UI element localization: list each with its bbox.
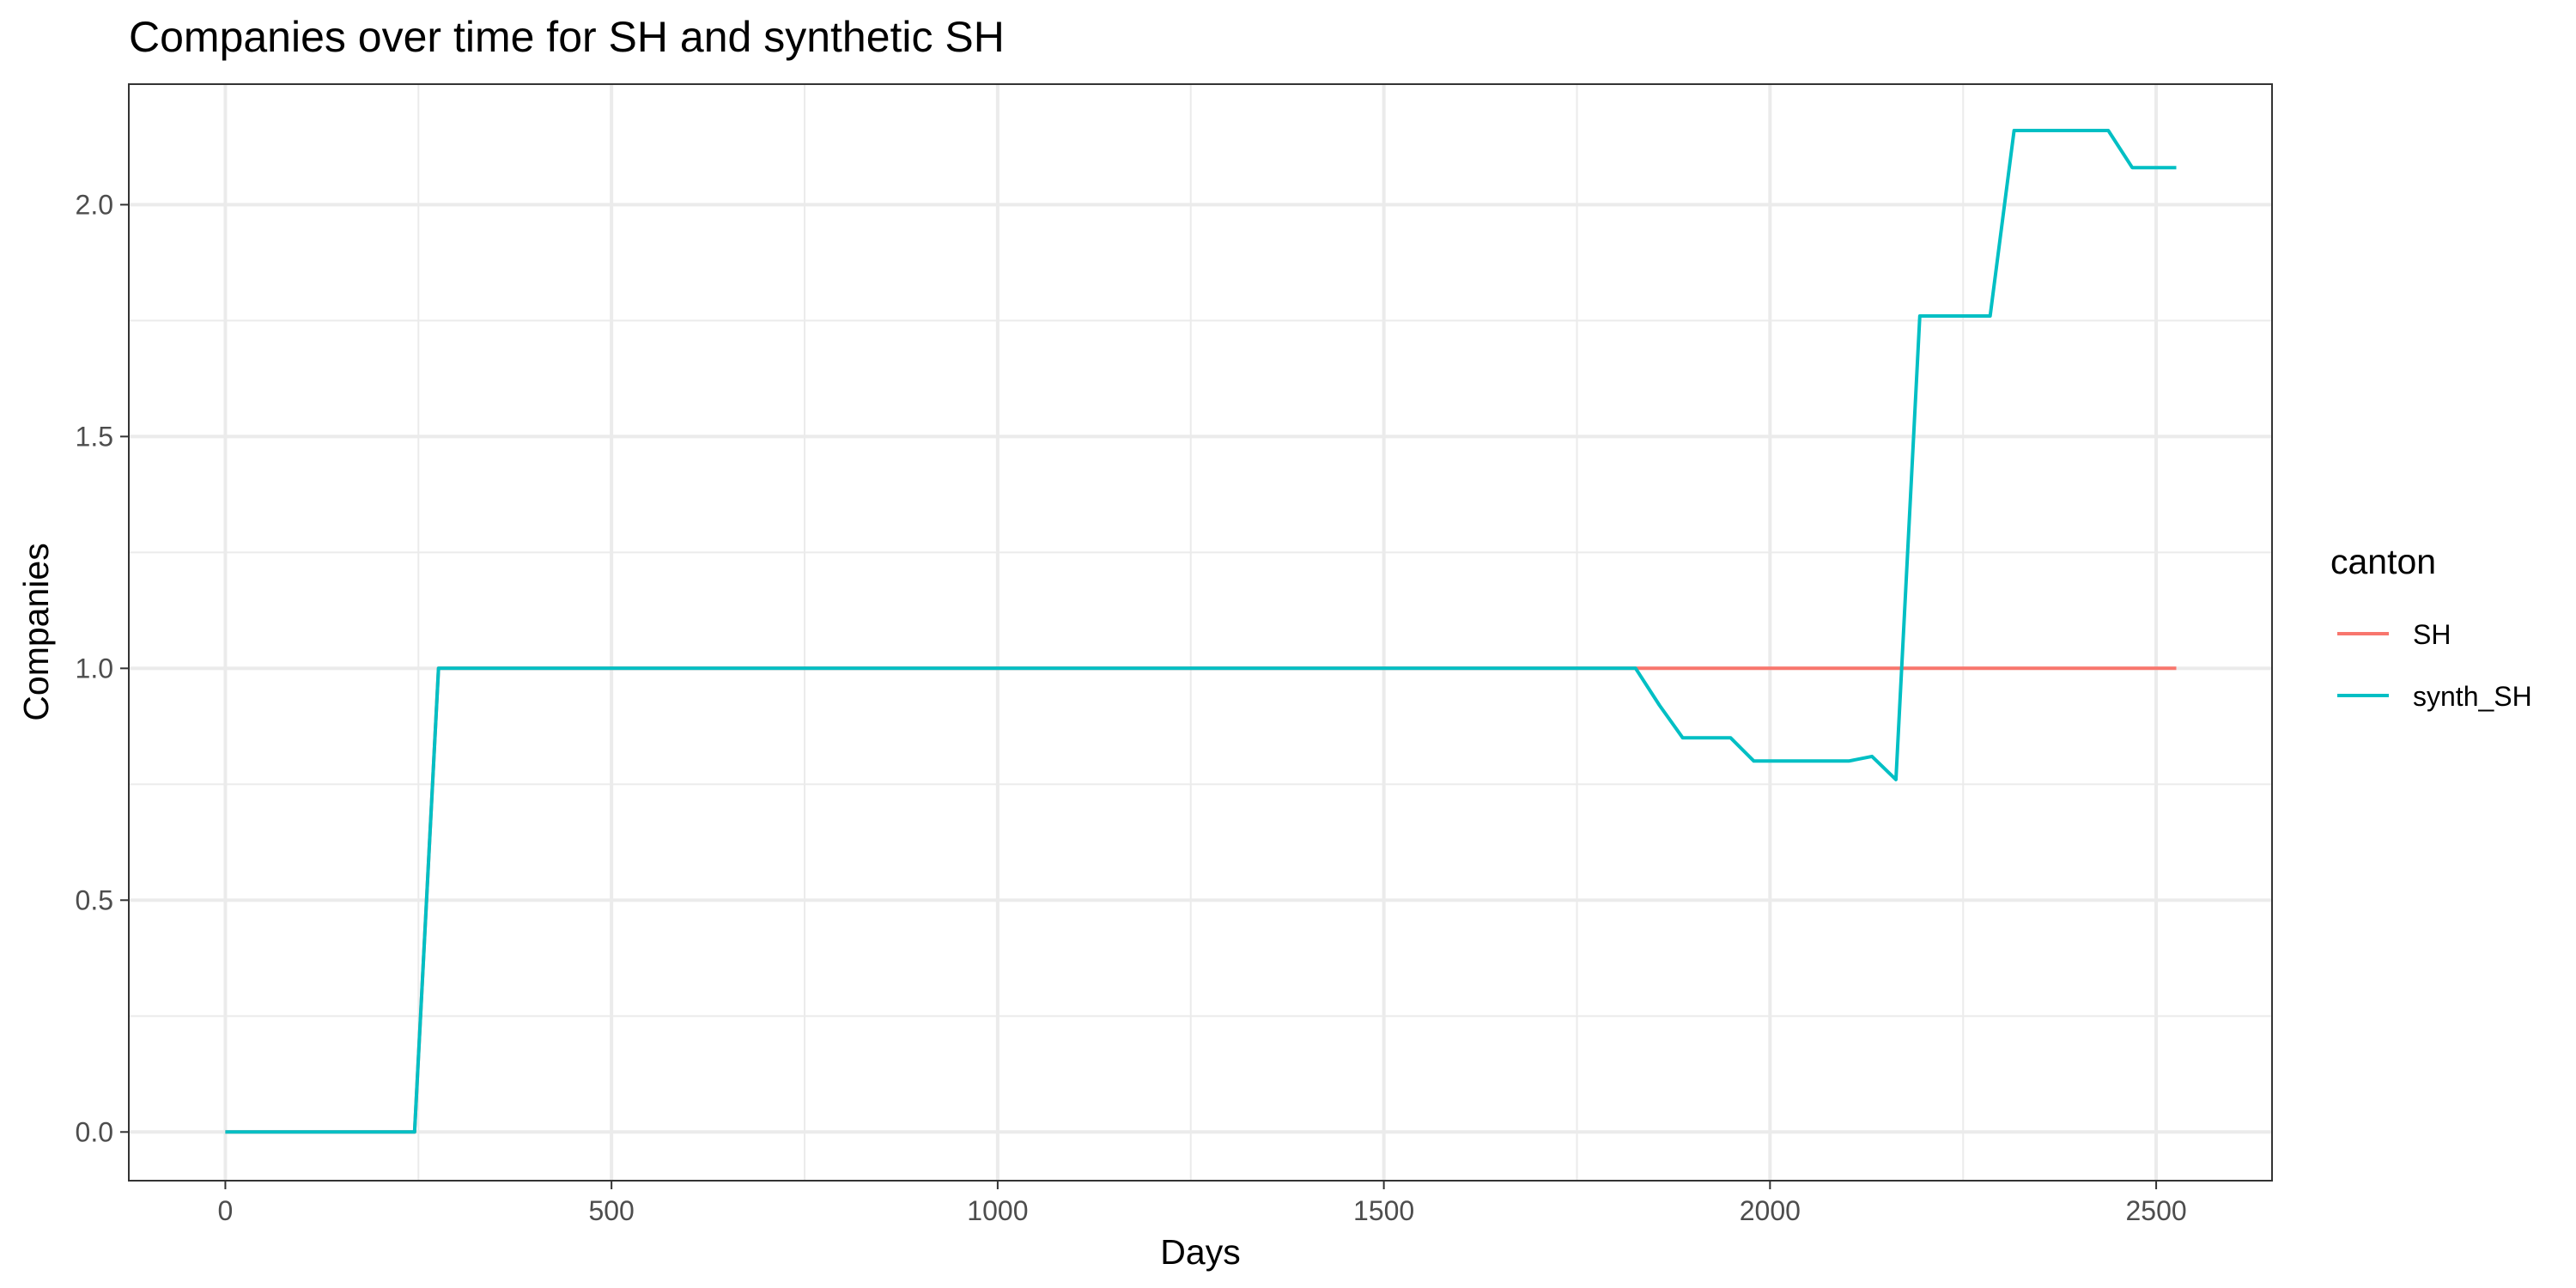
x-axis: 0 500 1000 1500 2000 2500 (218, 1181, 2187, 1226)
y-axis-title: Companies (16, 543, 56, 720)
series-lines (225, 129, 2177, 1134)
legend-label: synth_SH (2413, 681, 2532, 712)
x-tick-label: 0 (218, 1195, 234, 1226)
y-tick-label: 1.5 (76, 421, 113, 452)
y-tick-label: 0.5 (76, 884, 113, 915)
minor-gridlines (129, 84, 2272, 1181)
legend-title: canton (2330, 542, 2436, 581)
x-tick-label: 2500 (2125, 1195, 2186, 1226)
x-axis-title: Days (1160, 1232, 1240, 1272)
series-line-synth-sh (225, 129, 2177, 1134)
chart-title: Companies over time for SH and synthetic… (129, 13, 1005, 61)
y-tick-label: 0.0 (76, 1116, 113, 1147)
legend-label: SH (2413, 619, 2451, 650)
x-tick-label: 1500 (1353, 1195, 1414, 1226)
y-tick-label: 1.0 (76, 653, 113, 683)
plot-panel (129, 84, 2272, 1181)
legend: canton SH synth_SH (2330, 542, 2532, 712)
plot-border (128, 83, 2273, 1182)
x-tick-label: 2000 (1740, 1195, 1801, 1226)
y-tick-label: 2.0 (76, 189, 113, 220)
x-tick-label: 1000 (967, 1195, 1028, 1226)
x-tick-label: 500 (588, 1195, 634, 1226)
y-axis: 0.0 0.5 1.0 1.5 2.0 (76, 189, 129, 1147)
